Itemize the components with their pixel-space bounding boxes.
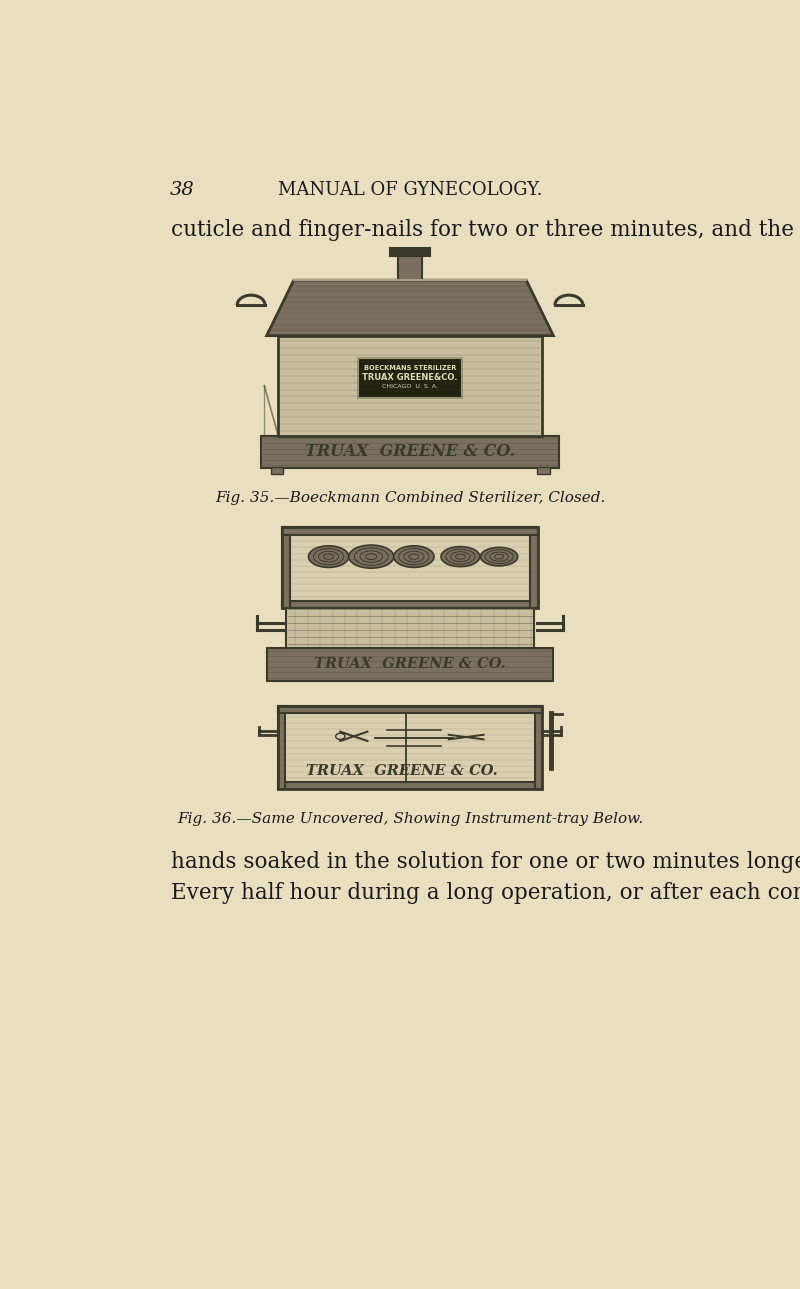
Text: CHICAGO  U. S. A.: CHICAGO U. S. A. (382, 384, 438, 389)
Bar (266, 648, 554, 681)
Text: cuticle and finger-nails for two or three minutes, and the: cuticle and finger-nails for two or thre… (171, 219, 794, 241)
Bar (537, 467, 550, 474)
Bar (278, 706, 286, 789)
Bar (282, 601, 538, 608)
Bar (290, 527, 530, 601)
Text: TRUAX  GREENE & CO.: TRUAX GREENE & CO. (305, 443, 515, 460)
Bar (530, 527, 538, 608)
Bar (534, 706, 542, 789)
Polygon shape (266, 280, 554, 335)
Text: Every half hour during a long operation, or after each con-: Every half hour during a long operation,… (171, 882, 800, 904)
Ellipse shape (309, 545, 349, 567)
Text: TRUAX  GREENE & CO.: TRUAX GREENE & CO. (306, 764, 498, 777)
Bar (262, 436, 559, 468)
Ellipse shape (441, 547, 480, 567)
Ellipse shape (349, 545, 394, 568)
Text: Fig. 35.—Boeckmann Combined Sterilizer, Closed.: Fig. 35.—Boeckmann Combined Sterilizer, … (215, 491, 605, 505)
Bar (278, 706, 542, 713)
Bar (286, 706, 534, 782)
Text: TRUAX  GREENE & CO.: TRUAX GREENE & CO. (314, 657, 506, 672)
Bar (270, 467, 283, 474)
Ellipse shape (481, 548, 518, 566)
FancyBboxPatch shape (358, 358, 462, 398)
Bar (278, 706, 542, 789)
Text: MANUAL OF GYNECOLOGY.: MANUAL OF GYNECOLOGY. (278, 180, 542, 199)
Text: TRUAX GREENE&CO.: TRUAX GREENE&CO. (362, 373, 458, 382)
Text: 38: 38 (170, 180, 194, 199)
Ellipse shape (394, 545, 434, 567)
Bar (282, 527, 538, 608)
Text: BOECKMANS STERILIZER: BOECKMANS STERILIZER (364, 365, 456, 371)
Bar (278, 335, 542, 436)
Bar (398, 251, 422, 280)
Text: hands soaked in the solution for one or two minutes longer.: hands soaked in the solution for one or … (171, 851, 800, 873)
Bar (390, 247, 430, 255)
Bar (282, 527, 538, 535)
Bar (282, 527, 290, 608)
Text: Fig. 36.—Same Uncovered, Showing Instrument-tray Below.: Fig. 36.—Same Uncovered, Showing Instrum… (177, 812, 643, 826)
Bar (286, 608, 534, 648)
Bar (278, 782, 542, 789)
